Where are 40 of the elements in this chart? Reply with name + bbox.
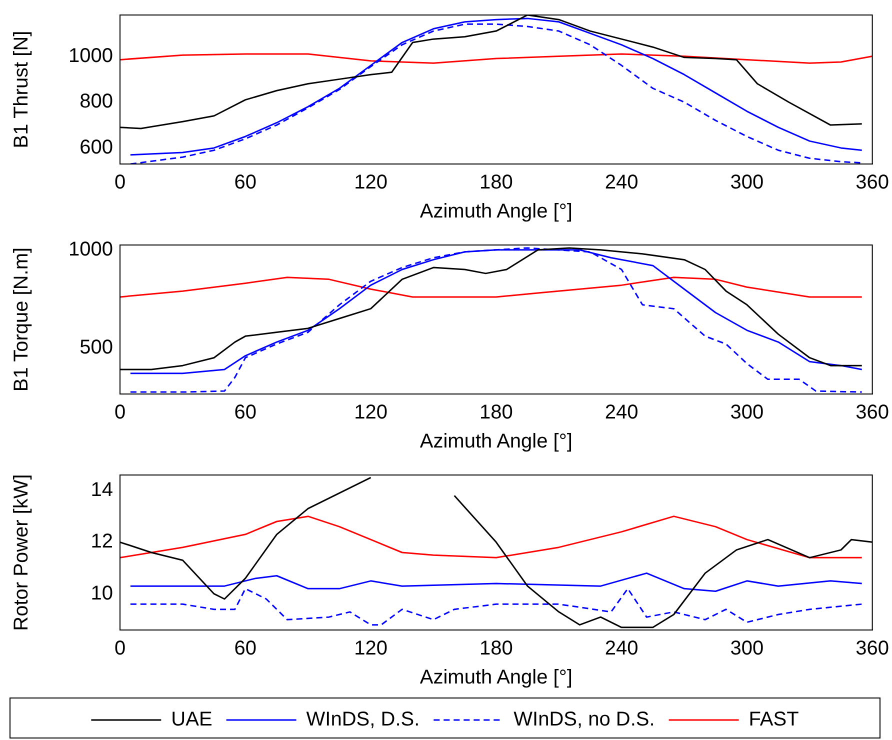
x-tick-label: 180 bbox=[479, 402, 513, 424]
x-tick-label: 360 bbox=[856, 172, 890, 194]
y-axis-title: Rotor Power [kW] bbox=[10, 474, 33, 631]
x-tick-label: 60 bbox=[234, 172, 257, 194]
y-tick-label: 600 bbox=[80, 136, 113, 158]
x-tick-label: 240 bbox=[604, 638, 638, 660]
x-tick-label: 360 bbox=[856, 638, 890, 660]
y-tick-label: 800 bbox=[80, 90, 113, 113]
y-axis-title: B1 Torque [N.m] bbox=[10, 247, 33, 392]
x-tick-label: 300 bbox=[730, 402, 764, 424]
x-tick-label: 60 bbox=[234, 638, 257, 660]
x-tick-label: 0 bbox=[114, 172, 126, 194]
legend-label: WInDS, D.S. bbox=[306, 708, 420, 731]
x-tick-label: 360 bbox=[856, 402, 890, 424]
y-tick-label: 500 bbox=[80, 336, 113, 358]
legend-label: UAE bbox=[171, 708, 212, 731]
x-tick-label: 300 bbox=[730, 172, 764, 194]
x-tick-label: 240 bbox=[604, 402, 638, 424]
line-series bbox=[130, 588, 863, 626]
x-axis-title: Azimuth Angle [°] bbox=[420, 666, 572, 689]
y-tick-label: 12 bbox=[90, 530, 113, 553]
legend-label: WInDS, no D.S. bbox=[514, 708, 655, 731]
y-tick-label: 14 bbox=[90, 479, 113, 502]
x-tick-label: 240 bbox=[604, 172, 638, 194]
y-tick-label: 1000 bbox=[68, 44, 113, 67]
x-tick-label: 120 bbox=[354, 402, 388, 424]
x-tick-label: 300 bbox=[730, 638, 764, 660]
legend-label: FAST bbox=[748, 708, 799, 731]
x-tick-label: 120 bbox=[354, 172, 388, 194]
x-tick-label: 60 bbox=[234, 402, 257, 424]
x-axis-title: Azimuth Angle [°] bbox=[420, 430, 572, 453]
x-tick-label: 180 bbox=[479, 638, 513, 660]
x-tick-label: 120 bbox=[354, 638, 388, 660]
x-axis-title: Azimuth Angle [°] bbox=[420, 200, 572, 223]
x-tick-label: 180 bbox=[479, 172, 513, 194]
x-tick-label: 0 bbox=[114, 402, 126, 424]
x-tick-label: 0 bbox=[114, 638, 126, 660]
y-tick-label: 1000 bbox=[68, 238, 113, 260]
y-axis-title: B1 Thrust [N] bbox=[10, 30, 33, 148]
y-tick-label: 10 bbox=[90, 582, 113, 604]
